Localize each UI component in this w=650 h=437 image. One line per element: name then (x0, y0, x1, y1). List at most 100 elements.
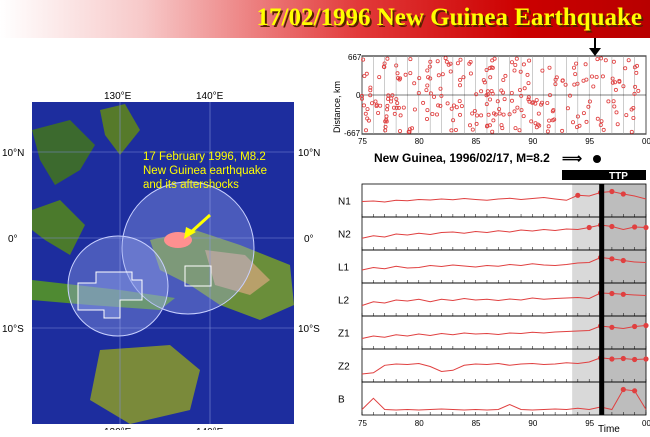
scatter-point (378, 103, 383, 108)
map-svg: 17 February 1996, M8.2 New Guinea earthq… (2, 91, 320, 437)
scatter-point (603, 58, 608, 63)
scatter-point (368, 85, 373, 90)
series-peak-L2 (609, 290, 615, 297)
study-area-box (184, 265, 212, 287)
lat-label-right-0: 0° (304, 234, 314, 245)
scatter-point (383, 124, 388, 129)
scatter-point (612, 104, 617, 109)
scatter-point (484, 67, 489, 72)
aftershock-region-circle (121, 181, 255, 315)
panel-frame-B (361, 381, 647, 416)
scatter-point (485, 123, 490, 128)
scatter-point (484, 93, 489, 98)
scatter-point (467, 61, 472, 66)
scatter-point (470, 127, 475, 132)
scatter-point (425, 83, 430, 88)
lat-label-right-10s: 10°S (298, 324, 320, 335)
scatter-point (481, 78, 486, 83)
scatter-point (631, 116, 636, 121)
scatter-point (479, 113, 484, 118)
scatter-point (398, 113, 403, 118)
scatter-point (586, 104, 591, 109)
scatter-point (529, 119, 534, 124)
scatter-point (425, 108, 430, 113)
chart-svg: 667 0 -667 Distance, km 75 80 85 90 95 00 New… (332, 38, 650, 435)
scatter-point (611, 59, 616, 64)
scatter-point (435, 59, 440, 64)
scatter-point (629, 129, 634, 134)
scatter-point (384, 114, 389, 119)
scatter-point (362, 103, 367, 108)
comparison-region-circle (67, 235, 169, 337)
land-australia (90, 345, 200, 424)
scatter-point (540, 68, 545, 73)
scatter-point (587, 99, 592, 104)
scatter-point (368, 93, 373, 98)
scatter-point (435, 112, 440, 117)
scatter-point (601, 127, 606, 132)
scatter-point (611, 99, 616, 104)
scatter-point (395, 101, 400, 106)
scatter-point (526, 97, 531, 102)
scatter-point (428, 59, 433, 64)
scatter-point (614, 110, 619, 115)
series-label-Z2: Z2 (338, 362, 350, 373)
scatter-point (610, 80, 615, 85)
scatter-point (636, 88, 641, 93)
scatter-point (584, 119, 589, 124)
scatter-point (428, 76, 433, 81)
lon-label-top-130: 130°E (104, 91, 132, 102)
scatter-point (364, 128, 369, 133)
scatter-point (503, 73, 508, 78)
series-peak-L1 (620, 257, 626, 264)
scatter-point (374, 104, 379, 109)
lat-label-left-10s: 10°S (2, 324, 24, 335)
scatter-point (436, 103, 441, 108)
scatter-point (436, 73, 441, 78)
scatter-point (421, 100, 426, 105)
scatter-point (567, 93, 572, 98)
scatter-point (595, 116, 600, 121)
scatter-point (410, 126, 415, 131)
event-line (599, 184, 605, 415)
scatter-point (474, 92, 479, 97)
scatter-point (598, 123, 603, 128)
scatter-point (449, 128, 454, 133)
caption-arrow: ⟹ (562, 150, 582, 166)
scatter-point (518, 69, 523, 74)
scatter-point (412, 81, 417, 86)
scatter-point (615, 122, 620, 127)
scatter-point (621, 84, 626, 89)
scatter-point (572, 82, 577, 87)
scatter-point (359, 96, 364, 101)
scatter-point (394, 105, 399, 110)
scatter-xtick-label: 75 (358, 137, 367, 146)
land-sulawesi (32, 200, 85, 255)
scatter-point (606, 99, 611, 104)
scatter-point (613, 87, 618, 92)
scatter-point (624, 113, 629, 118)
scatter-point (398, 129, 403, 134)
scatter-point (381, 64, 386, 69)
series-peak-N2 (643, 224, 649, 231)
series-peak-N2 (632, 224, 638, 230)
scatter-point (551, 108, 556, 113)
land-philippines (32, 120, 95, 185)
ttp-label: TTP (609, 171, 628, 182)
scatter-point (512, 109, 517, 114)
scatter-point (453, 128, 458, 133)
scatter-point (581, 78, 586, 83)
scatter-point (383, 119, 388, 124)
scatter-point (451, 103, 456, 108)
scatter-point (570, 120, 575, 125)
scatter-point (395, 71, 400, 76)
scatter-point (536, 111, 541, 116)
scatter-point (527, 58, 532, 63)
study-area-polygon (77, 271, 143, 319)
time-xlabel: Time (598, 424, 620, 432)
scatter-point (487, 97, 492, 102)
title-banner: 17/02/1996 New Guinea Earthquake (0, 0, 650, 38)
scatter-xticks: 75 80 85 90 95 00 (358, 137, 650, 146)
scatter-point (634, 63, 639, 68)
scatter-point (526, 95, 531, 100)
